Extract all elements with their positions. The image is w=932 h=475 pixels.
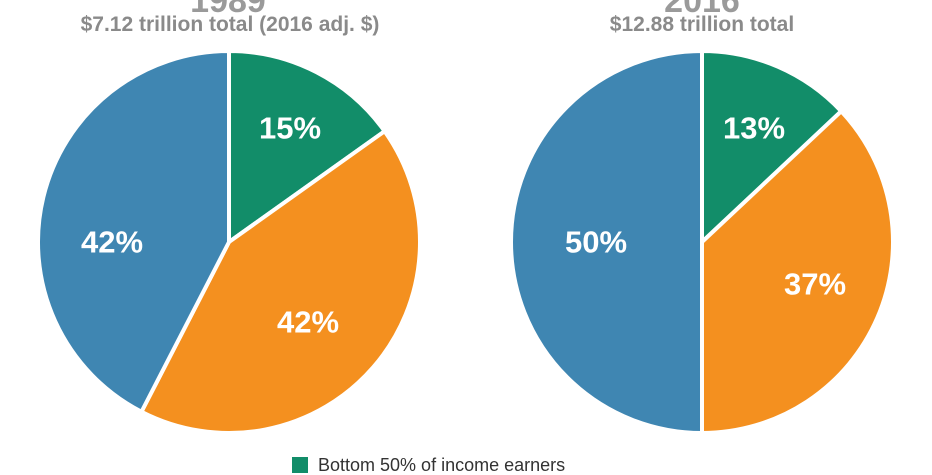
legend-label-bottom-50: Bottom 50% of income earners: [318, 455, 566, 475]
legend: Bottom 50% of income earners: [292, 455, 565, 475]
chart-1-title: 1989: [190, 0, 266, 20]
pie-1: 15% 42% 42%: [36, 49, 422, 435]
pie-2-slice-bottom-50: [700, 49, 844, 244]
chart-2-subtitle: $12.88 trillion total: [609, 13, 795, 36]
chart-1-subtitle: $7.12 trillion total (2016 adj. $): [80, 13, 380, 36]
pie-1-slice-blue: [36, 49, 231, 414]
legend-swatch-bottom-50: [292, 457, 308, 473]
pie-2-slice-orange: [700, 109, 895, 435]
pie-1-slice-bottom-50: [227, 49, 387, 244]
pie-2-slice-blue: [509, 49, 704, 435]
pie-1-label-bottom-50: 15%: [259, 111, 321, 146]
pie-2-label-blue: 50%: [565, 225, 627, 260]
pie-1-label-orange: 42%: [277, 305, 339, 340]
pie-2: 13% 37% 50%: [509, 49, 895, 435]
pie-2-label-bottom-50: 13%: [723, 111, 785, 146]
pie-1-label-blue: 42%: [81, 225, 143, 260]
pie-1-slice-orange: [139, 129, 422, 435]
pie-2-label-orange: 37%: [784, 267, 846, 302]
chart-2-title: 2016: [664, 0, 740, 20]
